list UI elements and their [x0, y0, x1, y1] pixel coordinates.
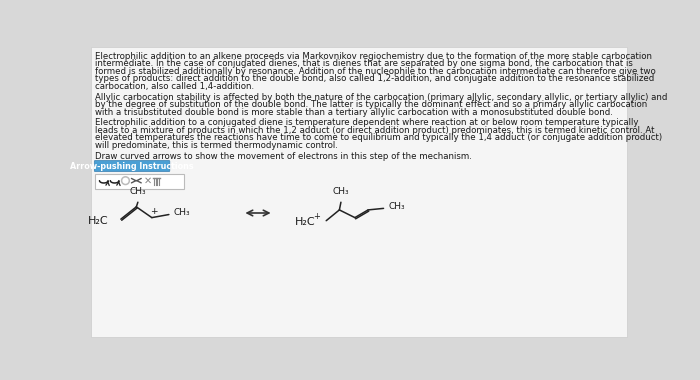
Text: Allylic carbocation stability is affected by both the nature of the carbocation : Allylic carbocation stability is affecte… [95, 93, 668, 101]
Text: with a trisubstituted double bond is more stable than a tertiary allylic carboca: with a trisubstituted double bond is mor… [95, 108, 613, 117]
Text: H₂C: H₂C [88, 216, 108, 226]
Text: formed is stabilized additionally by resonance. Addition of the nucleophile to t: formed is stabilized additionally by res… [95, 67, 656, 76]
Text: will predominate, this is termed thermodynamic control.: will predominate, this is termed thermod… [95, 141, 338, 150]
Text: by the degree of substitution of the double bond. The latter is typically the do: by the degree of substitution of the dou… [95, 100, 648, 109]
Text: CH₃: CH₃ [130, 187, 146, 196]
Text: leads to a mixture of products in which the 1,2 adduct (or direct addition produ: leads to a mixture of products in which … [95, 126, 655, 135]
Text: intermediate. In the case of conjugated dienes, that is dienes that are separate: intermediate. In the case of conjugated … [95, 59, 633, 68]
Text: ✕: ✕ [144, 176, 152, 186]
Text: carbocation, also called 1,4-addition.: carbocation, also called 1,4-addition. [95, 82, 254, 91]
Text: +: + [150, 207, 158, 216]
FancyBboxPatch shape [94, 160, 170, 172]
Text: Electrophilic addition to an alkene proceeds via Markovnikov regiochemistry due : Electrophilic addition to an alkene proc… [95, 52, 652, 61]
Text: Draw curved arrows to show the movement of electrons in this step of the mechani: Draw curved arrows to show the movement … [95, 152, 472, 161]
FancyBboxPatch shape [95, 174, 184, 189]
FancyBboxPatch shape [90, 47, 627, 337]
Text: CH₃: CH₃ [332, 187, 349, 196]
Text: Arrow-pushing Instructions: Arrow-pushing Instructions [70, 162, 194, 171]
Text: H₂C: H₂C [295, 217, 315, 227]
Text: elevated temperatures the reactions have time to come to equilibrium and typical: elevated temperatures the reactions have… [95, 133, 662, 142]
Text: Electrophilic addition to a conjugated diene is temperature dependent where reac: Electrophilic addition to a conjugated d… [95, 118, 638, 127]
Text: CH₃: CH₃ [389, 202, 405, 211]
Text: CH₃: CH₃ [174, 209, 190, 217]
Text: +: + [313, 212, 320, 221]
Text: types of products: direct addition to the double bond, also called 1,2-addition,: types of products: direct addition to th… [95, 74, 655, 83]
